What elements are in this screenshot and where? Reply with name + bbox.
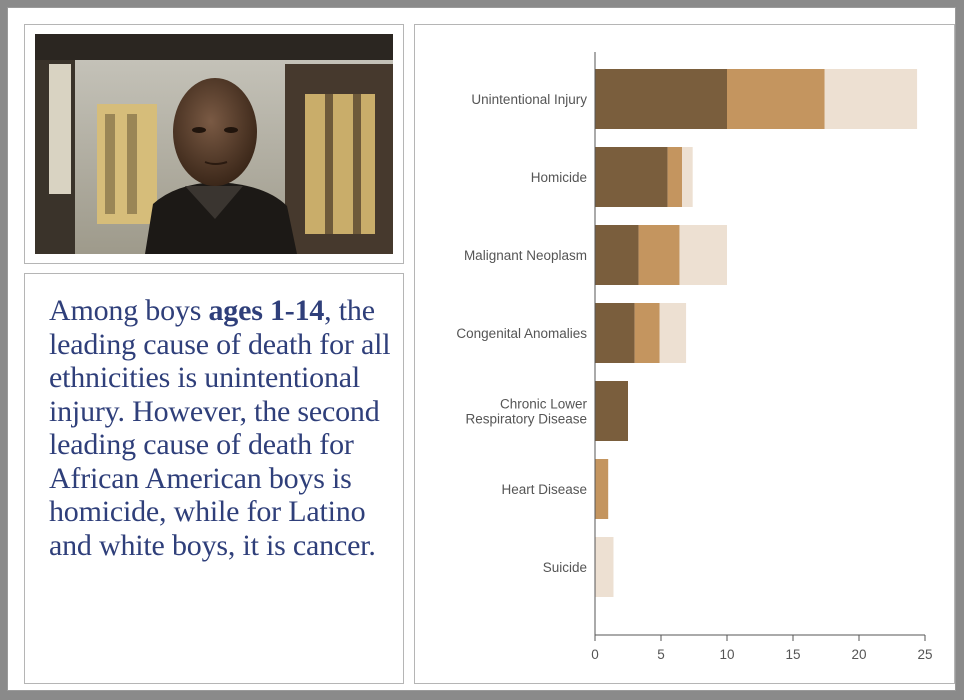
bar-5-series-1 — [595, 459, 609, 519]
chart-panel: Unintentional Injury Homicide Malignant Ne… — [414, 24, 955, 684]
x-tick-label: 20 — [851, 647, 866, 662]
bar-0-series-1 — [727, 69, 825, 129]
category-label-line: Suicide — [543, 560, 587, 575]
category-label: Chronic Lower Respiratory Disease — [465, 397, 587, 427]
bar-2-series-2 — [679, 225, 727, 285]
caption-panel: Among boys ages 1-14, the leading cause … — [24, 273, 404, 684]
bar-3-series-2 — [659, 303, 687, 363]
caption-age-range: ages 1-14 — [208, 294, 325, 327]
category-label: Unintentional Injury — [471, 92, 587, 107]
category-label-line: Unintentional Injury — [471, 92, 587, 107]
bar-1-series-1 — [667, 147, 683, 207]
x-tick-label: 0 — [591, 647, 599, 662]
category-label-line: Homicide — [531, 170, 587, 185]
category-label: Heart Disease — [501, 482, 587, 497]
bar-2-series-0 — [595, 225, 639, 285]
bar-1-series-2 — [682, 147, 693, 207]
bar-3-series-1 — [634, 303, 660, 363]
category-label: Congenital Anomalies — [456, 326, 587, 341]
bar-2-series-1 — [638, 225, 680, 285]
category-label-line: Respiratory Disease — [465, 412, 587, 427]
bar-0-series-2 — [824, 69, 918, 129]
category-label: Malignant Neoplasm — [464, 248, 587, 263]
x-tick-label: 5 — [657, 647, 665, 662]
category-label-line: Heart Disease — [501, 482, 587, 497]
caption-text: Among boys ages 1-14, the leading cause … — [49, 294, 394, 562]
bar-6-series-2 — [595, 537, 614, 597]
infographic-frame: Among boys ages 1-14, the leading cause … — [7, 7, 956, 691]
x-tick-label: 10 — [719, 647, 734, 662]
causes-of-death-bar-chart: Unintentional Injury Homicide Malignant Ne… — [456, 52, 933, 662]
category-label-line: Malignant Neoplasm — [464, 248, 587, 263]
x-tick-label: 15 — [785, 647, 800, 662]
category-label: Suicide — [543, 560, 587, 575]
category-label: Homicide — [531, 170, 587, 185]
category-label-line: Chronic Lower — [500, 397, 588, 412]
caption-part1: Among boys — [49, 294, 209, 327]
category-label-line: Congenital Anomalies — [456, 326, 587, 341]
photo-panel — [24, 24, 404, 264]
bar-4-series-0 — [595, 381, 628, 441]
caption-part2: , the leading cause of death for all eth… — [49, 294, 391, 562]
bar-1-series-0 — [595, 147, 668, 207]
photo-man-in-leather-jacket — [35, 34, 393, 254]
x-tick-label: 25 — [917, 647, 932, 662]
bar-0-series-0 — [595, 69, 727, 129]
bar-3-series-0 — [595, 303, 635, 363]
